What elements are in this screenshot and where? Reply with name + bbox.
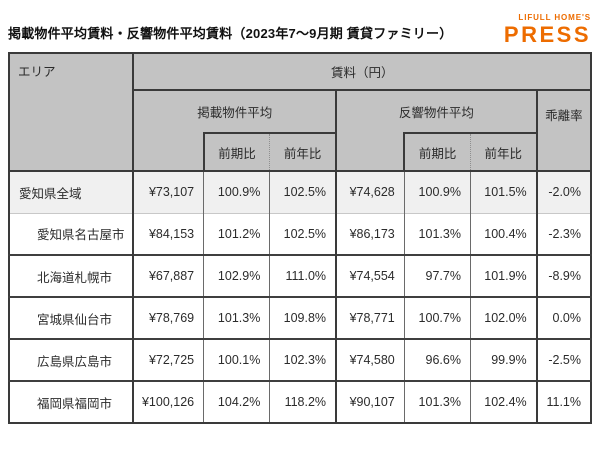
response-avg-cell: ¥74,580 xyxy=(335,338,405,381)
response-qoq-cell: 97.7% xyxy=(403,254,471,297)
listed-yoy-cell: 111.0% xyxy=(269,254,337,297)
col-header-area: エリア xyxy=(9,53,135,171)
table-row-nagoya: 愛知県名古屋市 ¥84,153 101.2% 102.5% ¥86,173 10… xyxy=(9,212,591,255)
table-row-aichi-all: 愛知県全域 ¥73,107 100.9% 102.5% ¥74,628 100.… xyxy=(9,170,591,213)
table-header: エリア 賃料（円） 掲載物件平均 反響物件平均 乖離率 前期比 前年比 前期比 … xyxy=(9,53,591,171)
header-spacer-listed xyxy=(133,133,204,171)
response-yoy-cell: 102.4% xyxy=(469,380,537,423)
area-cell: 愛知県名古屋市 xyxy=(9,212,134,255)
response-avg-cell: ¥74,554 xyxy=(335,254,405,297)
response-qoq-cell: 96.6% xyxy=(403,338,471,381)
listed-qoq-cell: 101.2% xyxy=(203,212,270,255)
listed-qoq-cell: 100.9% xyxy=(203,170,270,213)
header-spacer-response xyxy=(335,133,405,171)
col-header-divergence-rate: 乖離率 xyxy=(535,90,591,171)
col-header-response-qoq: 前期比 xyxy=(403,132,471,171)
listed-yoy-cell: 102.5% xyxy=(269,212,337,255)
col-header-listed-yoy: 前年比 xyxy=(269,132,337,171)
listed-yoy-cell: 118.2% xyxy=(269,380,337,423)
rent-comparison-table: エリア 賃料（円） 掲載物件平均 反響物件平均 乖離率 前期比 前年比 前期比 … xyxy=(8,52,592,424)
listed-qoq-cell: 102.9% xyxy=(203,254,270,297)
response-avg-cell: ¥86,173 xyxy=(335,212,405,255)
response-avg-cell: ¥90,107 xyxy=(335,380,405,423)
response-qoq-cell: 100.7% xyxy=(403,296,471,339)
listed-avg-cell: ¥84,153 xyxy=(132,212,204,255)
response-qoq-cell: 100.9% xyxy=(403,170,471,213)
response-yoy-cell: 100.4% xyxy=(469,212,537,255)
divergence-cell: 0.0% xyxy=(535,296,591,339)
area-cell: 福岡県福岡市 xyxy=(9,380,134,423)
response-yoy-cell: 101.5% xyxy=(469,170,537,213)
table-row-sapporo: 北海道札幌市 ¥67,887 102.9% 111.0% ¥74,554 97.… xyxy=(9,254,591,297)
listed-avg-cell: ¥67,887 xyxy=(132,254,204,297)
area-cell: 愛知県全域 xyxy=(9,170,134,213)
area-cell: 北海道札幌市 xyxy=(9,254,134,297)
response-yoy-cell: 101.9% xyxy=(469,254,537,297)
col-header-listed-qoq: 前期比 xyxy=(202,132,271,171)
lifull-homes-press-logo: LIFULL HOME'S PRESS xyxy=(504,14,591,46)
masthead: 掲載物件平均賃料・反響物件平均賃料（2023年7～9月期 賃貸ファミリー） LI… xyxy=(0,0,600,46)
listed-yoy-cell: 102.5% xyxy=(269,170,337,213)
divergence-cell: 11.1% xyxy=(535,380,591,423)
divergence-cell: -8.9% xyxy=(535,254,591,297)
response-qoq-cell: 101.3% xyxy=(403,380,471,423)
divergence-cell: -2.3% xyxy=(535,212,591,255)
logo-wordmark-press: PRESS xyxy=(503,22,591,47)
response-yoy-cell: 99.9% xyxy=(469,338,537,381)
listed-qoq-cell: 101.3% xyxy=(203,296,270,339)
col-header-listed-average: 掲載物件平均 xyxy=(133,90,337,133)
listed-avg-cell: ¥78,769 xyxy=(132,296,204,339)
divergence-cell: -2.5% xyxy=(535,338,591,381)
listed-yoy-cell: 102.3% xyxy=(269,338,337,381)
area-cell: 広島県広島市 xyxy=(9,338,134,381)
listed-avg-cell: ¥72,725 xyxy=(132,338,204,381)
page-title: 掲載物件平均賃料・反響物件平均賃料（2023年7～9月期 賃貸ファミリー） xyxy=(8,26,453,41)
divergence-cell: -2.0% xyxy=(535,170,591,213)
listed-yoy-cell: 109.8% xyxy=(269,296,337,339)
col-header-response-yoy: 前年比 xyxy=(470,132,537,171)
area-cell: 宮城県仙台市 xyxy=(9,296,134,339)
col-header-rent-yen: 賃料（円） xyxy=(133,53,591,91)
response-avg-cell: ¥74,628 xyxy=(335,170,405,213)
listed-qoq-cell: 104.2% xyxy=(203,380,270,423)
table-body: 愛知県全域 ¥73,107 100.9% 102.5% ¥74,628 100.… xyxy=(9,170,591,423)
response-avg-cell: ¥78,771 xyxy=(335,296,405,339)
logo-wordmark-top: LIFULL HOME'S xyxy=(518,13,591,22)
table-row-sendai: 宮城県仙台市 ¥78,769 101.3% 109.8% ¥78,771 100… xyxy=(9,296,591,339)
listed-avg-cell: ¥100,126 xyxy=(132,380,204,423)
listed-qoq-cell: 100.1% xyxy=(203,338,270,381)
table-row-hiroshima: 広島県広島市 ¥72,725 100.1% 102.3% ¥74,580 96.… xyxy=(9,338,591,381)
table-row-fukuoka: 福岡県福岡市 ¥100,126 104.2% 118.2% ¥90,107 10… xyxy=(9,380,591,423)
col-header-response-average: 反響物件平均 xyxy=(335,90,537,133)
listed-avg-cell: ¥73,107 xyxy=(132,170,204,213)
response-qoq-cell: 101.3% xyxy=(403,212,471,255)
response-yoy-cell: 102.0% xyxy=(469,296,537,339)
